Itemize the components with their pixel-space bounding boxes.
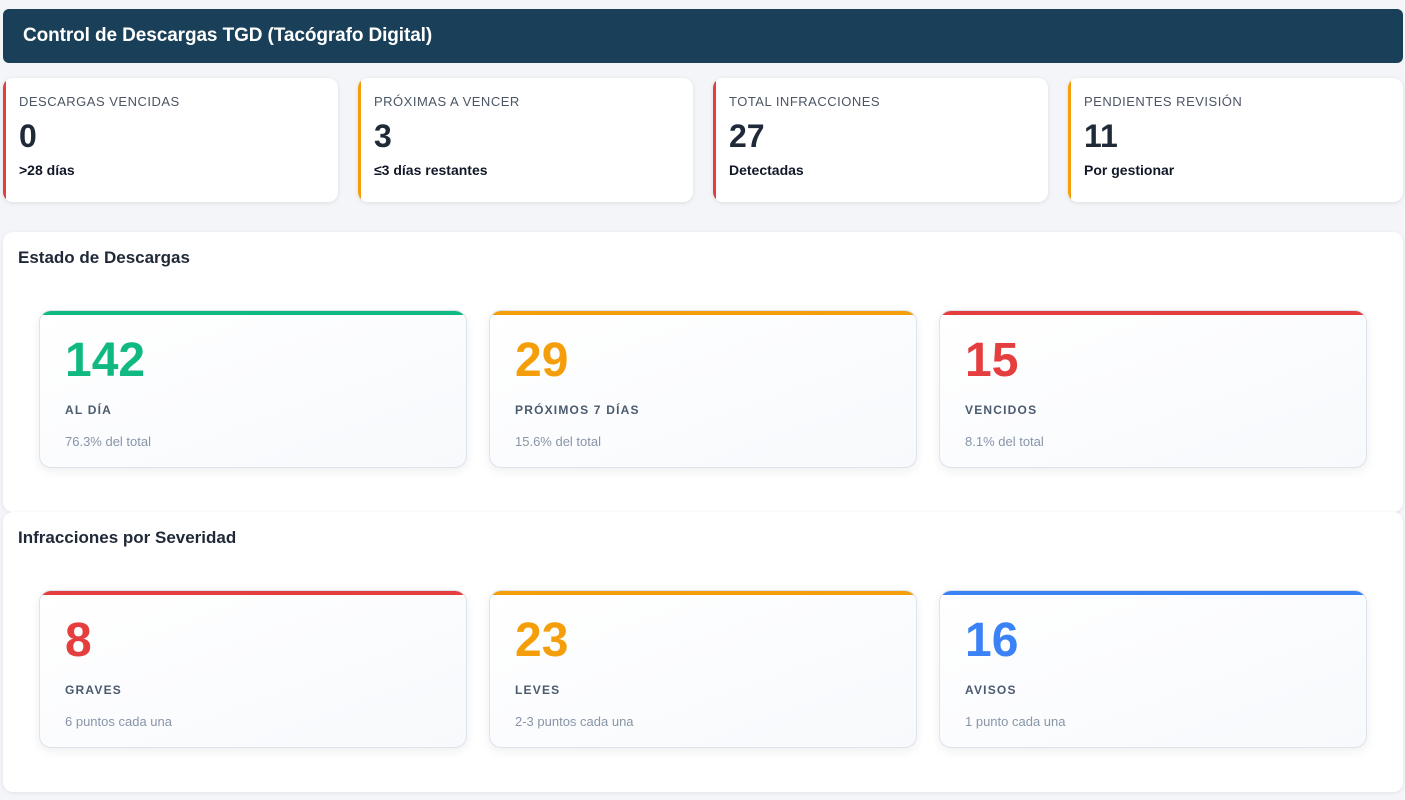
kpi-subtext: ≤3 días restantes <box>374 162 488 178</box>
kpi-pendientes-revision[interactable]: PENDIENTES REVISIÓN 11 Por gestionar <box>1068 78 1403 202</box>
card-note: 1 punto cada una <box>965 714 1066 729</box>
card-label: AL DÍA <box>65 403 112 417</box>
kpi-label: PENDIENTES REVISIÓN <box>1084 94 1243 109</box>
kpi-value: 0 <box>19 118 37 154</box>
kpi-value: 3 <box>374 118 392 154</box>
kpi-subtext: Detectadas <box>729 162 804 178</box>
app-header: Control de Descargas TGD (Tacógrafo Digi… <box>3 9 1403 63</box>
card-value: 8 <box>65 614 92 667</box>
kpi-value: 11 <box>1084 118 1118 154</box>
card-label: VENCIDOS <box>965 403 1038 417</box>
card-proximos-7-dias[interactable]: 29 PRÓXIMOS 7 DÍAS 15.6% del total <box>489 310 917 468</box>
card-note: 8.1% del total <box>965 434 1044 449</box>
section-title: Estado de Descargas <box>18 248 190 267</box>
card-value: 142 <box>65 334 146 387</box>
kpi-subtext: Por gestionar <box>1084 162 1175 178</box>
card-avisos[interactable]: 16 AVISOS 1 punto cada una <box>939 590 1367 748</box>
card-al-dia[interactable]: 142 AL DÍA 76.3% del total <box>39 310 467 468</box>
card-label: AVISOS <box>965 683 1017 697</box>
kpi-descargas-vencidas[interactable]: DESCARGAS VENCIDAS 0 >28 días <box>3 78 338 202</box>
kpi-row: DESCARGAS VENCIDAS 0 >28 días PRÓXIMAS A… <box>3 78 1403 202</box>
kpi-label: DESCARGAS VENCIDAS <box>19 94 180 109</box>
estado-descargas-panel: Estado de Descargas 142 AL DÍA 76.3% del… <box>3 232 1403 512</box>
card-label: LEVES <box>515 683 561 697</box>
card-note: 15.6% del total <box>515 434 602 449</box>
card-note: 6 puntos cada una <box>65 714 172 729</box>
section-title: Infracciones por Severidad <box>18 528 237 547</box>
descargas-cards: 142 AL DÍA 76.3% del total 29 PRÓXIMOS 7… <box>39 310 1367 468</box>
page-title: Control de Descargas TGD (Tacógrafo Digi… <box>23 25 433 46</box>
card-vencidos[interactable]: 15 VENCIDOS 8.1% del total <box>939 310 1367 468</box>
kpi-subtext: >28 días <box>19 162 75 178</box>
card-label: GRAVES <box>65 683 122 697</box>
kpi-label: PRÓXIMAS A VENCER <box>374 94 520 109</box>
card-value: 23 <box>515 614 569 667</box>
card-value: 15 <box>965 334 1019 387</box>
card-label: PRÓXIMOS 7 DÍAS <box>515 403 640 417</box>
card-leves[interactable]: 23 LEVES 2-3 puntos cada una <box>489 590 917 748</box>
infracciones-cards: 8 GRAVES 6 puntos cada una 23 LEVES 2-3 … <box>39 590 1367 748</box>
card-note: 76.3% del total <box>65 434 152 449</box>
kpi-value: 27 <box>729 118 765 154</box>
card-graves[interactable]: 8 GRAVES 6 puntos cada una <box>39 590 467 748</box>
card-note: 2-3 puntos cada una <box>515 714 634 729</box>
card-value: 29 <box>515 334 569 387</box>
kpi-label: TOTAL INFRACCIONES <box>729 94 881 109</box>
infracciones-severidad-panel: Infracciones por Severidad 8 GRAVES 6 pu… <box>3 512 1403 792</box>
card-value: 16 <box>965 614 1019 667</box>
kpi-proximas-vencer[interactable]: PRÓXIMAS A VENCER 3 ≤3 días restantes <box>358 78 693 202</box>
kpi-total-infracciones[interactable]: TOTAL INFRACCIONES 27 Detectadas <box>713 78 1048 202</box>
